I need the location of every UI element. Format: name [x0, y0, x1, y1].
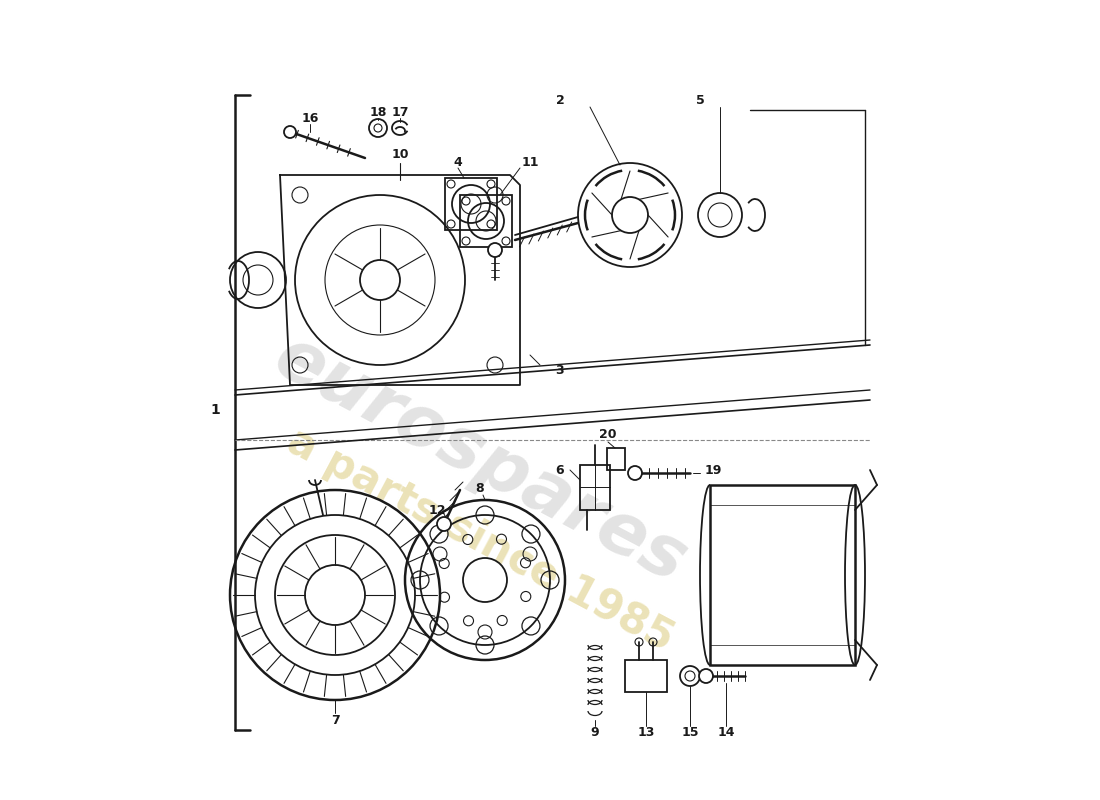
Text: 3: 3 — [556, 363, 564, 377]
Bar — [625, 660, 667, 692]
Text: 17: 17 — [392, 106, 409, 118]
Text: 1: 1 — [210, 403, 220, 417]
Circle shape — [488, 243, 502, 257]
Bar — [580, 465, 611, 510]
Text: 11: 11 — [521, 155, 539, 169]
Text: 9: 9 — [591, 726, 600, 739]
Text: 6: 6 — [556, 463, 564, 477]
Text: 16: 16 — [301, 111, 319, 125]
Text: 8: 8 — [475, 482, 484, 494]
Text: 18: 18 — [370, 106, 387, 118]
Bar — [710, 485, 855, 665]
Bar — [460, 195, 512, 247]
Text: 7: 7 — [331, 714, 340, 726]
Text: 15: 15 — [681, 726, 698, 739]
Text: 14: 14 — [717, 726, 735, 739]
Text: 10: 10 — [392, 149, 409, 162]
Text: 4: 4 — [453, 155, 462, 169]
Text: 13: 13 — [637, 726, 654, 739]
Circle shape — [437, 517, 451, 531]
Circle shape — [628, 466, 642, 480]
Text: 2: 2 — [556, 94, 564, 106]
Text: 19: 19 — [705, 463, 723, 477]
Bar — [446, 178, 497, 230]
Text: 12: 12 — [428, 503, 446, 517]
Circle shape — [284, 126, 296, 138]
Text: 5: 5 — [695, 94, 704, 106]
Text: eurospares: eurospares — [262, 322, 697, 598]
Circle shape — [698, 669, 713, 683]
Bar — [607, 448, 625, 470]
Text: a parts since 1985: a parts since 1985 — [279, 420, 681, 660]
Text: 20: 20 — [600, 429, 617, 442]
